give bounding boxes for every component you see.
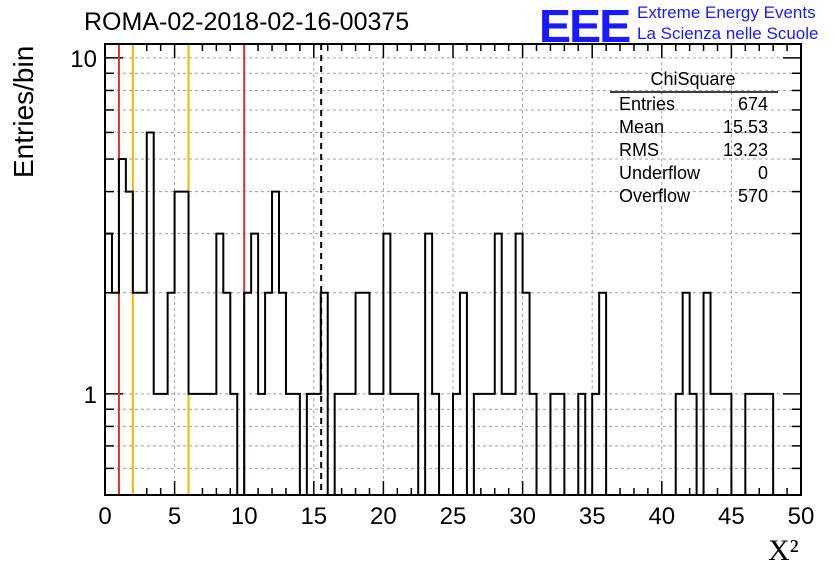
histogram-bin <box>516 234 523 495</box>
histogram-bin <box>272 192 279 495</box>
x-tick-label: 5 <box>168 503 181 530</box>
x-tick-label: 30 <box>509 503 536 530</box>
histogram-bin <box>182 192 189 495</box>
x-tick-label: 40 <box>648 503 675 530</box>
logo-caption-line2: La Scienza nelle Scuole <box>637 24 819 43</box>
histogram-bin <box>383 234 390 495</box>
x-axis-ticks: 0 5 10 15 20 25 30 35 40 45 50 <box>98 503 814 530</box>
stats-value-overflow: 570 <box>738 186 768 206</box>
stats-label-rms: RMS <box>619 140 659 160</box>
y-axis-ticks: 1 10 <box>70 46 97 409</box>
x-tick-label: 35 <box>579 503 606 530</box>
stats-title: ChiSquare <box>650 69 735 89</box>
histogram-bin <box>216 234 223 495</box>
histogram-bin <box>495 234 502 495</box>
stats-box: ChiSquare Entries 674 Mean 15.53 RMS 13.… <box>610 69 778 206</box>
x-tick-label: 45 <box>718 503 745 530</box>
eee-logo: EEE <box>538 0 631 52</box>
x-tick-label: 20 <box>370 503 397 530</box>
x-tick-label: 0 <box>98 503 111 530</box>
histogram-bin <box>105 234 112 495</box>
histogram-bin <box>251 234 258 495</box>
stats-label-underflow: Underflow <box>619 163 701 183</box>
histogram-bin <box>126 192 133 495</box>
stats-value-rms: 13.23 <box>723 140 768 160</box>
plot-frame <box>104 43 802 496</box>
y-axis-label: Entries/bin <box>8 45 39 178</box>
stats-value-mean: 15.53 <box>723 117 768 137</box>
x-tick-label: 25 <box>440 503 467 530</box>
histogram-bin <box>119 159 126 495</box>
x-tick-label: 15 <box>300 503 327 530</box>
histogram-bin <box>175 192 182 495</box>
stats-value-underflow: 0 <box>758 163 768 183</box>
histogram-step-line <box>105 131 801 496</box>
reference-lines <box>117 44 323 495</box>
x-tick-label: 10 <box>231 503 258 530</box>
x-axis-label: X² <box>768 534 799 567</box>
x-tick-label: 50 <box>788 503 815 530</box>
histogram-bin <box>425 234 432 495</box>
stats-label-mean: Mean <box>619 117 664 137</box>
y-tick-label: 10 <box>70 46 97 73</box>
stats-value-entries: 674 <box>738 94 768 114</box>
stats-label-overflow: Overflow <box>619 186 691 206</box>
y-tick-label: 1 <box>84 382 97 409</box>
histogram-bin <box>147 132 154 495</box>
stats-label-entries: Entries <box>619 94 675 114</box>
chart-title: ROMA-02-2018-02-16-00375 <box>84 8 410 36</box>
logo-caption-line1: Extreme Energy Events <box>637 3 816 22</box>
